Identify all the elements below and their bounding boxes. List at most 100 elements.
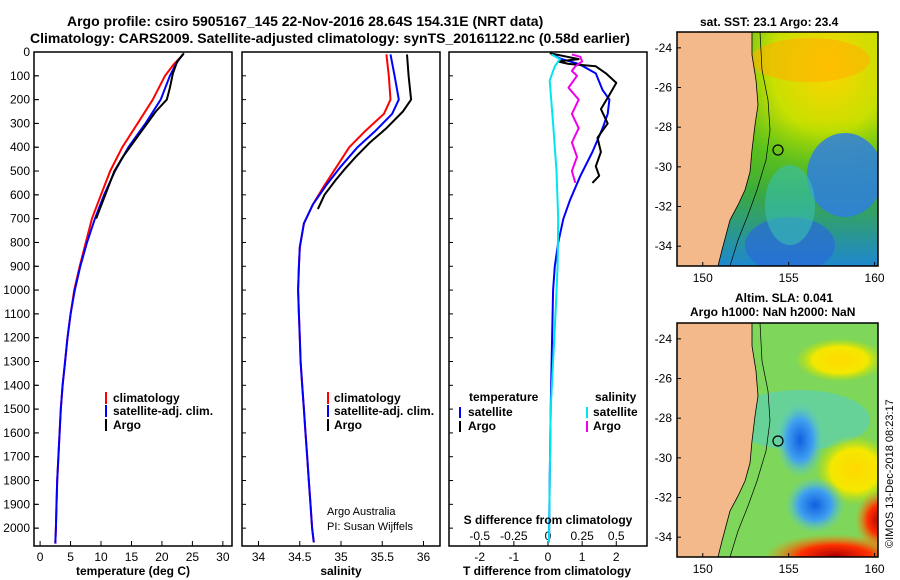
temperature-x-axis: 0 5 10 15 20 25 30 xyxy=(34,51,230,564)
s-difference-label: S difference from climatology xyxy=(464,513,633,527)
depth-tick-label: 1700 xyxy=(3,450,30,464)
series-line-t-argo xyxy=(549,52,618,184)
title-line1: Argo profile: csiro 5905167_145 22-Nov-2… xyxy=(67,13,543,29)
x-tick-label: 35.5 xyxy=(371,550,395,564)
depth-tick-label: 400 xyxy=(10,140,30,154)
x-tick-label: 36 xyxy=(417,550,431,564)
map-y-tick-label: -34 xyxy=(655,530,673,544)
sla-map-frame xyxy=(676,322,879,558)
sla-map xyxy=(677,323,878,557)
x-tick-label: 0 xyxy=(545,550,552,564)
depth-tick-label: 1100 xyxy=(4,307,30,321)
sst-shelf-contour xyxy=(729,32,771,266)
temperature-series xyxy=(54,52,185,544)
x-tick-label: 5 xyxy=(67,550,74,564)
depth-tick-label: 1400 xyxy=(3,378,30,392)
legend-argo: Argo xyxy=(334,418,362,432)
x-tick-label: 0 xyxy=(37,550,44,564)
sla-float-marker xyxy=(772,435,784,447)
legend-t-argo: Argo xyxy=(468,419,496,433)
map-x-tick-label: 160 xyxy=(865,271,885,285)
legend-satellite: satellite-adj. clim. xyxy=(113,404,213,418)
difference-legend: temperature satellite Argo salinity sate… xyxy=(459,390,638,433)
map-y-tick-label: -30 xyxy=(655,451,673,465)
x-tick-label: 15 xyxy=(125,550,139,564)
legend-salinity-title: salinity xyxy=(595,390,637,404)
s-tick-label: 0.25 xyxy=(570,529,594,543)
x-tick-label: 35 xyxy=(334,550,348,564)
salinity-xlabel: salinity xyxy=(320,564,362,578)
legend-s-argo: Argo xyxy=(593,419,621,433)
s-tick-label: -0.25 xyxy=(500,529,528,543)
depth-tick-label: 500 xyxy=(10,164,30,178)
salinity-series xyxy=(297,54,413,543)
sst-map-title: sat. SST: 23.1 Argo: 23.4 xyxy=(700,15,839,29)
x-tick-label: -1 xyxy=(509,550,520,564)
depth-axis: 0 100 200 300 400 500 600 700 800 900 1000 1100 1200… xyxy=(3,45,39,535)
sla-map-axes: 150 155 160 -24 -26 -28 -30 -32 -34 xyxy=(655,332,885,576)
depth-tick-label: 200 xyxy=(10,93,30,107)
sla-blue-eddy xyxy=(776,402,824,478)
x-tick-label: 34 xyxy=(252,550,266,564)
sla-map-title1: Altim. SLA: 0.041 xyxy=(735,291,833,305)
sst-blue-patch xyxy=(807,133,878,217)
sla-map-title2: Argo h1000: NaN h2000: NaN xyxy=(690,305,855,319)
sla-yellow-eddy xyxy=(795,338,878,382)
sla-red-eddy xyxy=(765,534,878,557)
sst-land xyxy=(677,32,759,266)
sst-map-frame xyxy=(676,31,879,267)
map-y-tick-label: -28 xyxy=(655,120,673,134)
depth-tick-label: 1200 xyxy=(3,331,30,345)
depth-tick-label: 1300 xyxy=(3,354,30,368)
salinity-legend: climatology satellite-adj. clim. Argo xyxy=(327,391,434,432)
depth-tick-label: 0 xyxy=(23,45,30,59)
temperature-legend: climatology satellite-adj. clim. Argo xyxy=(105,391,213,432)
sla-shelf-contour xyxy=(729,323,771,557)
series-line-argo xyxy=(316,54,413,210)
map-x-tick-label: 160 xyxy=(865,562,885,576)
title-line2: Climatology: CARS2009. Satellite-adjuste… xyxy=(30,30,630,46)
salinity-x-axis: 34 34.5 35 35.5 36 xyxy=(242,51,431,564)
depth-tick-label: 2000 xyxy=(3,521,30,535)
series-line-argo xyxy=(95,52,185,220)
series-line-climatology xyxy=(54,53,185,544)
legend-t-satellite: satellite xyxy=(468,405,513,419)
sst-map-axes: 150 155 160 -24 -26 -28 -30 -32 -34 xyxy=(655,41,885,285)
sst-map xyxy=(677,32,878,266)
map-y-tick-label: -30 xyxy=(655,160,673,174)
legend-climatology: climatology xyxy=(334,391,401,405)
x-tick-label: 2 xyxy=(613,550,620,564)
map-x-tick-label: 150 xyxy=(693,562,713,576)
series-line-s-argo xyxy=(567,53,584,184)
map-y-tick-label: -24 xyxy=(655,41,673,55)
legend-s-satellite: satellite xyxy=(593,405,638,419)
sst-warm-patch xyxy=(750,38,870,82)
map-x-tick-label: 155 xyxy=(779,562,799,576)
sla-red-eddy xyxy=(855,490,878,550)
map-y-tick-label: -26 xyxy=(655,81,673,95)
depth-tick-label: 600 xyxy=(10,188,30,202)
map-y-tick-label: -32 xyxy=(655,491,673,505)
difference-xlabel: T difference from climatology xyxy=(463,564,631,578)
map-y-tick-label: -26 xyxy=(655,372,673,386)
map-y-tick-label: -24 xyxy=(655,332,673,346)
series-line-s-satellite xyxy=(548,53,561,543)
x-tick-label: 30 xyxy=(216,550,230,564)
depth-tick-label: 300 xyxy=(10,116,30,130)
legend-temperature-title: temperature xyxy=(469,390,539,404)
x-tick-label: 1 xyxy=(579,550,586,564)
series-line-satellite-adj-clim- xyxy=(54,53,184,544)
sst-cool-patch xyxy=(765,165,815,245)
series-line-climatology xyxy=(297,54,392,543)
legend-climatology: climatology xyxy=(113,391,180,405)
temperature-xlabel: temperature (deg C) xyxy=(76,564,190,578)
salinity-panel-frame xyxy=(241,51,441,547)
credit-line1: Argo Australia xyxy=(327,506,396,518)
depth-tick-label: 1500 xyxy=(3,402,30,416)
x-tick-label: 10 xyxy=(94,550,108,564)
map-y-tick-label: -32 xyxy=(655,200,673,214)
temperature-panel-frame xyxy=(33,51,233,547)
legend-argo: Argo xyxy=(113,418,141,432)
map-x-tick-label: 150 xyxy=(693,271,713,285)
